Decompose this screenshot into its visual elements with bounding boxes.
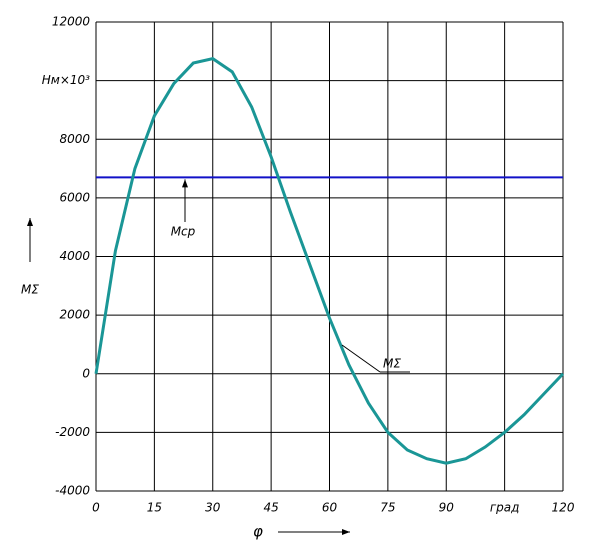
x-tick-label: 120 [552,501,575,515]
y-tick-label: -4000 [55,484,90,498]
y-tick-label: Нм×10³ [42,73,90,87]
y-tick-label: -2000 [55,425,90,439]
x-tick-label: 0 [92,501,100,515]
y-tick-label: 6000 [59,190,90,204]
x-axis-label: φ [253,523,263,541]
x-tick-label: град [490,501,520,515]
x-tick-label: 60 [322,501,338,515]
series-leader [341,344,381,373]
series-label: МΣ [383,357,401,371]
y-tick-label: 4000 [59,249,90,263]
mean-label: Мср [171,225,196,239]
x-tick-label: 45 [263,501,278,515]
series-line [94,57,565,465]
x-tick-label: 15 [147,501,162,515]
y-tick-label: 12000 [52,15,91,29]
y-tick-label: 0 [82,366,90,380]
x-tick-label: 75 [380,501,395,515]
y-tick-label: 2000 [59,308,90,322]
x-tick-label: 30 [205,501,221,515]
x-tick-label: 90 [439,501,455,515]
y-tick-label: 8000 [59,132,90,146]
y-axis-label: МΣ [21,283,39,297]
